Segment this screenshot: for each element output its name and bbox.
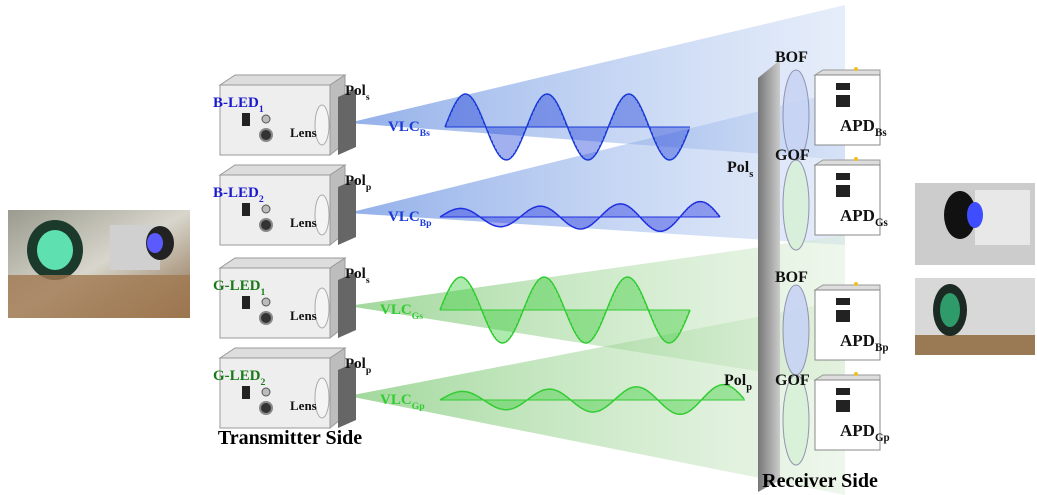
diagram: BOFGOFBOFGOFAPDBsAPDGsAPDBpAPDGpPolsPolp… [0, 0, 1037, 495]
apd-led [854, 67, 858, 71]
pol-label-sub: p [366, 365, 372, 376]
apd-indicator [836, 83, 850, 90]
apd-label-sub: Gp [875, 432, 890, 444]
led-label-sub: 1 [259, 104, 264, 115]
signal-label-main: VLC [380, 302, 412, 318]
apd-indicator [836, 298, 850, 305]
lens-label: Lens [290, 215, 317, 230]
led-label-sub: 2 [261, 377, 266, 388]
signal-label-sub: Gs [412, 311, 424, 322]
led-label-sub: 1 [261, 287, 266, 298]
apd-label-main: APD [840, 116, 875, 135]
pol-label-main: Pol [345, 356, 366, 372]
switch [242, 113, 250, 126]
knob [262, 205, 270, 213]
filter-label: BOF [775, 269, 808, 286]
connector [260, 129, 272, 141]
lens [315, 195, 329, 235]
apd-label-sub: Bs [875, 127, 887, 139]
lens [315, 288, 329, 328]
signal-label-main: VLC [380, 392, 412, 408]
receiver-pol-label-main: Pol [727, 159, 750, 176]
pol-label-sub: s [366, 275, 370, 286]
led-label-main: G-LED [213, 368, 261, 384]
filter-label: GOF [775, 372, 810, 389]
led-label-main: B-LED [213, 185, 259, 201]
led-label-sub: 2 [259, 194, 264, 205]
apd-port [836, 95, 850, 107]
apd-label-main: APD [840, 421, 875, 440]
apd-indicator [836, 173, 850, 180]
photo-receiver-green [915, 278, 1035, 355]
receiver-caption: Receiver Side [762, 470, 878, 492]
receiver-pol-label-sub: s [749, 169, 753, 180]
transmitter-caption: Transmitter Side [218, 427, 362, 449]
photo-receiver-blue [915, 183, 1035, 265]
pol-label-main: Pol [345, 173, 366, 189]
pol-label-main: Pol [345, 266, 366, 282]
apd-led [854, 157, 858, 161]
led-box-top [220, 165, 345, 175]
apd-box-top [815, 70, 880, 75]
led-box-top [220, 75, 345, 85]
led-label-main: B-LED [213, 95, 259, 111]
switch [242, 386, 250, 399]
optical-filter [783, 285, 809, 375]
apd-indicator [836, 388, 850, 395]
apd-port [836, 310, 850, 322]
connector [260, 219, 272, 231]
connector [260, 402, 272, 414]
knob [262, 388, 270, 396]
switch [242, 203, 250, 216]
knob [262, 115, 270, 123]
receiver-pol-label-main: Pol [724, 372, 747, 389]
apd-label-sub: Bp [875, 342, 889, 354]
apd-box-top [815, 285, 880, 290]
apd-port [836, 185, 850, 197]
pol-label-sub: p [366, 182, 372, 193]
apd-box-top [815, 160, 880, 165]
signal-label-sub: Bs [420, 128, 431, 139]
lens [315, 378, 329, 418]
apd-led [854, 372, 858, 376]
lens-label: Lens [290, 125, 317, 140]
lens [315, 105, 329, 145]
connector [260, 312, 272, 324]
filter-label: GOF [775, 147, 810, 164]
filter-label: BOF [775, 49, 808, 66]
pol-label-sub: s [366, 92, 370, 103]
receiver-pol-label-sub: p [746, 382, 752, 393]
photo-setup [8, 210, 190, 318]
apd-label-main: APD [840, 331, 875, 350]
led-box-top [220, 348, 345, 358]
led-label-main: G-LED [213, 278, 261, 294]
apd-label-main: APD [840, 206, 875, 225]
signal-label-main: VLC [388, 209, 420, 225]
knob [262, 298, 270, 306]
apd-box-top [815, 375, 880, 380]
lens-label: Lens [290, 308, 317, 323]
apd-port [836, 400, 850, 412]
apd-led [854, 282, 858, 286]
pol-label-main: Pol [345, 83, 366, 99]
optical-filter [783, 160, 809, 250]
apd-label-sub: Gs [875, 217, 889, 229]
signal-label-main: VLC [388, 119, 420, 135]
signal-label-sub: Gp [412, 401, 426, 412]
led-box-top [220, 258, 345, 268]
signal-label-sub: Bp [420, 218, 433, 229]
lens-label: Lens [290, 398, 317, 413]
switch [242, 296, 250, 309]
